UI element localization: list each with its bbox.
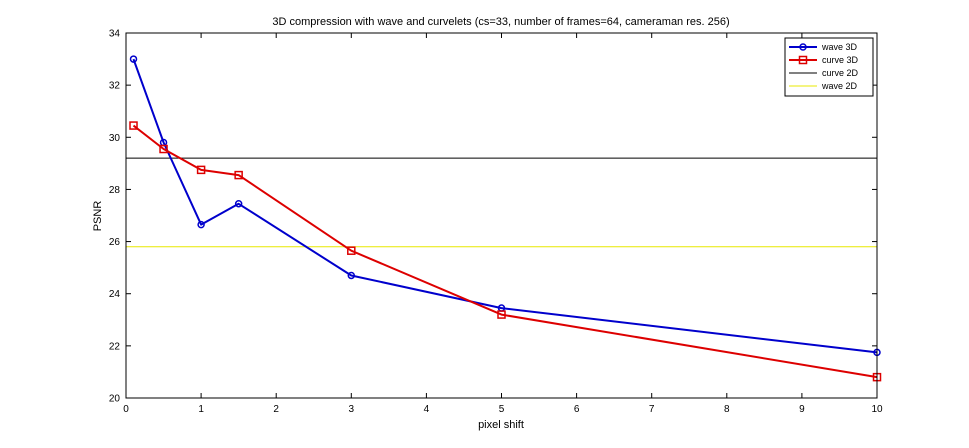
data-point-curve-3d xyxy=(196,165,206,175)
x-tick-label: 7 xyxy=(649,404,655,415)
legend-label-wave-3d: wave 3D xyxy=(821,42,858,52)
x-axis-label: pixel shift xyxy=(478,419,524,431)
x-tick-label: 10 xyxy=(871,404,883,415)
legend-label-curve-2d: curve 2D xyxy=(822,68,859,78)
legend-marker-curve-3d xyxy=(798,55,808,65)
y-tick-label: 28 xyxy=(109,185,121,196)
y-tick-label: 30 xyxy=(109,133,121,144)
x-tick-label: 1 xyxy=(198,404,204,415)
x-tick-label: 5 xyxy=(499,404,505,415)
y-axis-ticks: 20 22 24 26 28 30 32 34 xyxy=(109,29,877,405)
plot-area xyxy=(126,33,877,398)
data-point-wave-3d xyxy=(347,271,356,280)
series-lines xyxy=(132,58,878,379)
x-tick-label: 0 xyxy=(123,404,129,415)
y-tick-label: 24 xyxy=(109,289,121,300)
reference-lines xyxy=(126,157,877,248)
x-tick-label: 4 xyxy=(424,404,430,415)
x-axis-ticks: 0 1 2 3 4 5 6 7 8 9 10 xyxy=(123,33,883,415)
x-tick-label: 9 xyxy=(799,404,805,415)
series-markers xyxy=(129,55,882,382)
plot-background xyxy=(126,33,877,398)
series-line-wave-3d xyxy=(132,58,878,354)
x-tick-label: 8 xyxy=(724,404,730,415)
data-point-curve-3d xyxy=(234,170,243,180)
legend-label-curve-3d: curve 3D xyxy=(822,55,859,65)
y-tick-label: 26 xyxy=(109,237,121,248)
y-tick-label: 34 xyxy=(109,29,121,40)
data-point-wave-3d xyxy=(197,220,205,229)
y-tick-label: 20 xyxy=(109,394,121,405)
chart-title: 3D compression with wave and curvelets (… xyxy=(272,16,729,28)
x-tick-label: 6 xyxy=(574,404,580,415)
data-point-curve-3d xyxy=(497,310,506,319)
y-tick-label: 22 xyxy=(109,341,121,352)
data-point-curve-3d xyxy=(129,121,138,130)
legend-label-wave-2d: wave 2D xyxy=(821,81,858,91)
series-line-curve-3d xyxy=(132,124,878,379)
x-tick-label: 2 xyxy=(273,404,279,415)
data-point-curve-3d xyxy=(347,246,356,255)
legend-marker-wave-3d xyxy=(799,43,807,51)
legend: wave 3D curve 3D curve 2D wave 2D xyxy=(784,37,874,97)
y-axis-label: PSNR xyxy=(92,201,104,232)
data-point-wave-3d xyxy=(129,55,138,63)
data-point-curve-3d xyxy=(159,144,168,154)
data-point-wave-3d xyxy=(234,200,243,208)
y-tick-label: 32 xyxy=(109,81,121,92)
x-tick-label: 3 xyxy=(349,404,355,415)
